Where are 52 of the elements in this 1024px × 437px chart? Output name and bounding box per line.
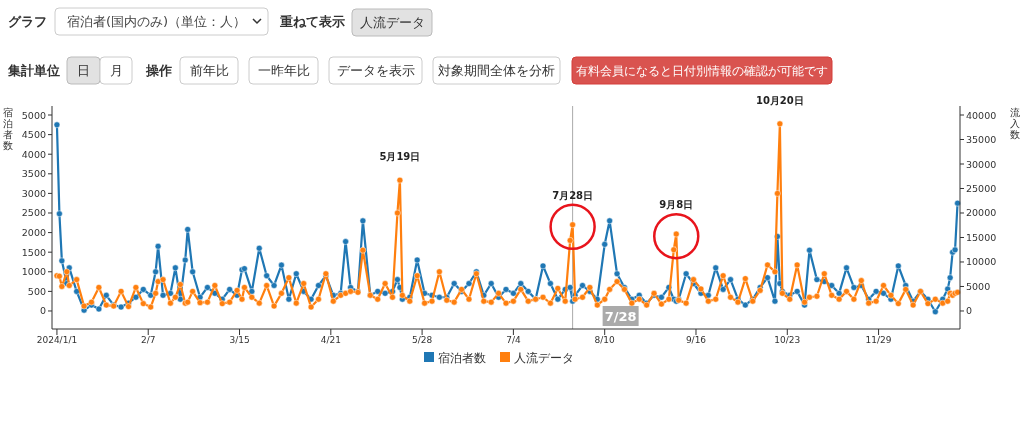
y2-tick-label: 30000 bbox=[966, 158, 997, 170]
text: 集計単位 bbox=[7, 63, 60, 78]
annotation: 7月28日 bbox=[552, 189, 594, 201]
x-tick-label: 9/16 bbox=[685, 335, 707, 345]
y2-tick-label: 40000 bbox=[966, 109, 997, 121]
y-tick-label: 500 bbox=[27, 285, 46, 297]
text: 宿泊者(国内のみ)（単位：人） bbox=[67, 14, 247, 29]
y2-tick-label: 5000 bbox=[966, 280, 991, 292]
text: 重ねて表示 bbox=[279, 14, 345, 29]
legend-label: 宿泊者数 bbox=[438, 350, 486, 365]
text: 日 bbox=[77, 63, 90, 78]
y-axis-title: 宿泊者数 bbox=[3, 107, 13, 151]
y-tick-label: 4000 bbox=[21, 148, 46, 160]
y-tick-label: 4500 bbox=[21, 129, 46, 141]
x-tick-label: 5/28 bbox=[412, 335, 433, 345]
y2-tick-label: 10000 bbox=[966, 256, 997, 268]
y-tick-label: 0 bbox=[39, 305, 46, 317]
text: グラフ bbox=[8, 14, 47, 29]
annotation: 9月8日 bbox=[659, 199, 694, 211]
x-tick-label: 4/21 bbox=[320, 335, 341, 345]
y2-axis-title: 流入数 bbox=[1010, 107, 1020, 140]
y-tick-label: 3500 bbox=[21, 168, 46, 180]
text: 操作 bbox=[145, 63, 172, 78]
x-tick-label: 11/29 bbox=[865, 335, 892, 345]
annotation: 10月20日 bbox=[755, 94, 804, 106]
x-tick-label: 2/7 bbox=[140, 335, 156, 345]
legend-label: 人流データ bbox=[514, 350, 574, 365]
y-tick-label: 3000 bbox=[21, 187, 46, 199]
text: データを表示 bbox=[336, 63, 415, 78]
text: 有料会員になると日付別情報の確認が可能です bbox=[576, 64, 828, 78]
text: 対象期間全体を分析 bbox=[438, 63, 555, 78]
y2-tick-label: 20000 bbox=[966, 207, 997, 219]
x-tick-label: 8/10 bbox=[594, 335, 616, 345]
text: 一昨年比 bbox=[257, 63, 310, 78]
y2-tick-label: 25000 bbox=[966, 183, 997, 194]
x-tick-label: 2024/1/1 bbox=[36, 335, 78, 345]
y2-tick-label: 35000 bbox=[966, 134, 997, 146]
y-tick-label: 2500 bbox=[21, 207, 46, 219]
ref-line-label: 7/28 bbox=[604, 309, 637, 324]
text: 人流データ bbox=[359, 15, 425, 30]
y2-tick-label: 15000 bbox=[966, 231, 997, 243]
text: 前年比 bbox=[189, 63, 229, 78]
text: 月 bbox=[109, 63, 123, 78]
y2-tick-label: 0 bbox=[966, 305, 973, 317]
x-tick-label: 10/23 bbox=[774, 335, 801, 345]
y-tick-label: 2000 bbox=[21, 227, 46, 239]
x-tick-label: 3/15 bbox=[229, 335, 250, 345]
y-tick-label: 5000 bbox=[21, 109, 46, 121]
y-tick-label: 1500 bbox=[21, 246, 46, 258]
y-tick-label: 1000 bbox=[21, 266, 46, 278]
annotation: 5月19日 bbox=[379, 151, 421, 163]
x-tick-label: 7/4 bbox=[506, 335, 521, 345]
